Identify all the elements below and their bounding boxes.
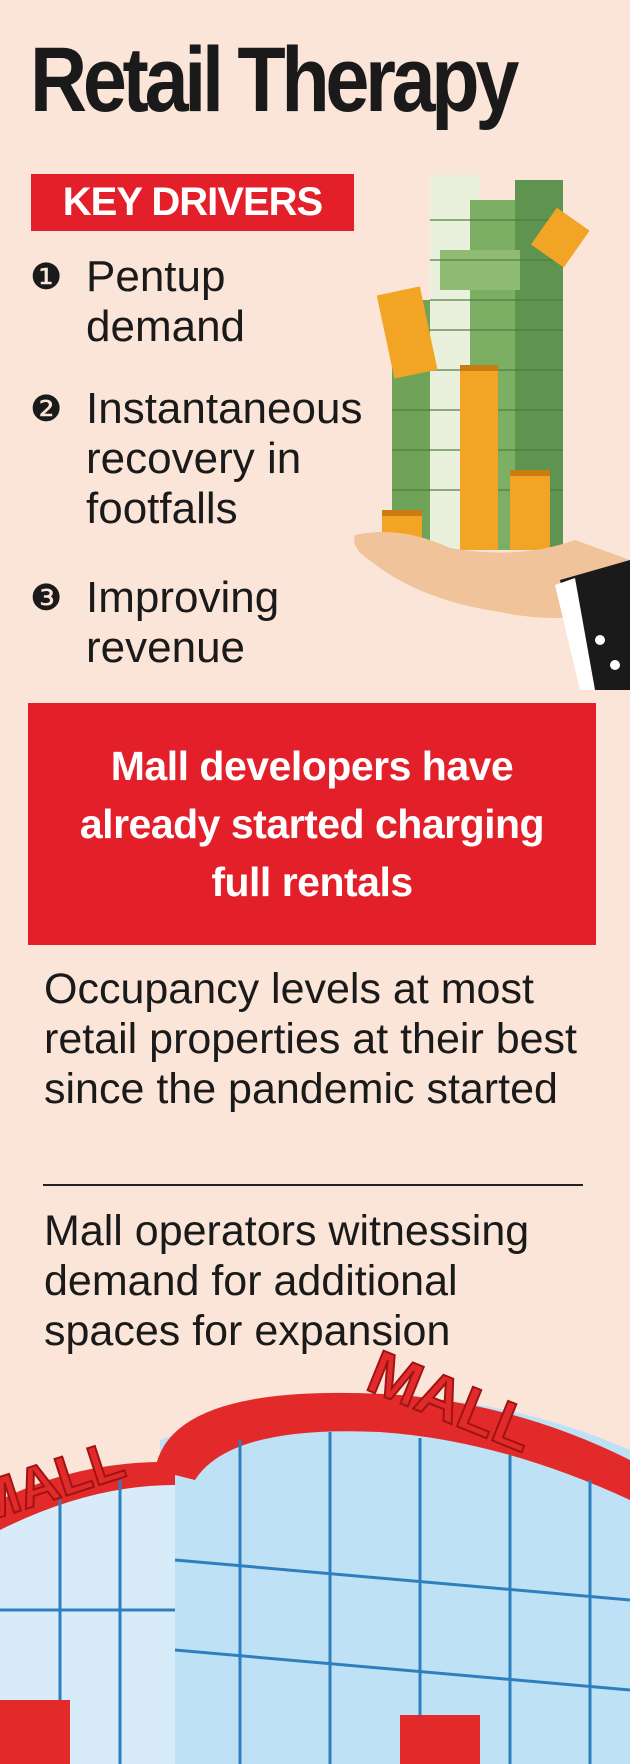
key-drivers-heading: KEY DRIVERS bbox=[31, 174, 354, 231]
driver-marker: ❸ bbox=[30, 577, 63, 618]
money-stack bbox=[376, 175, 590, 550]
title: Retail Therapy bbox=[30, 29, 519, 131]
driver-text: Improving revenue bbox=[86, 573, 280, 672]
divider bbox=[43, 1184, 583, 1186]
point: Occupancy levels at most retail properti… bbox=[44, 965, 577, 1113]
driver-marker: ❷ bbox=[30, 388, 63, 429]
callout-box: Mall developers have already started cha… bbox=[28, 703, 596, 945]
point: Mall operators witnessing demand for add… bbox=[44, 1207, 530, 1355]
driver-marker: ❶ bbox=[30, 256, 63, 297]
driver-text: Instantaneous recovery in footfalls bbox=[86, 384, 363, 533]
callout-text: Mall developers have already started cha… bbox=[79, 743, 545, 905]
driver-text: Pentup demand bbox=[86, 252, 246, 351]
mall bbox=[0, 1392, 630, 1764]
